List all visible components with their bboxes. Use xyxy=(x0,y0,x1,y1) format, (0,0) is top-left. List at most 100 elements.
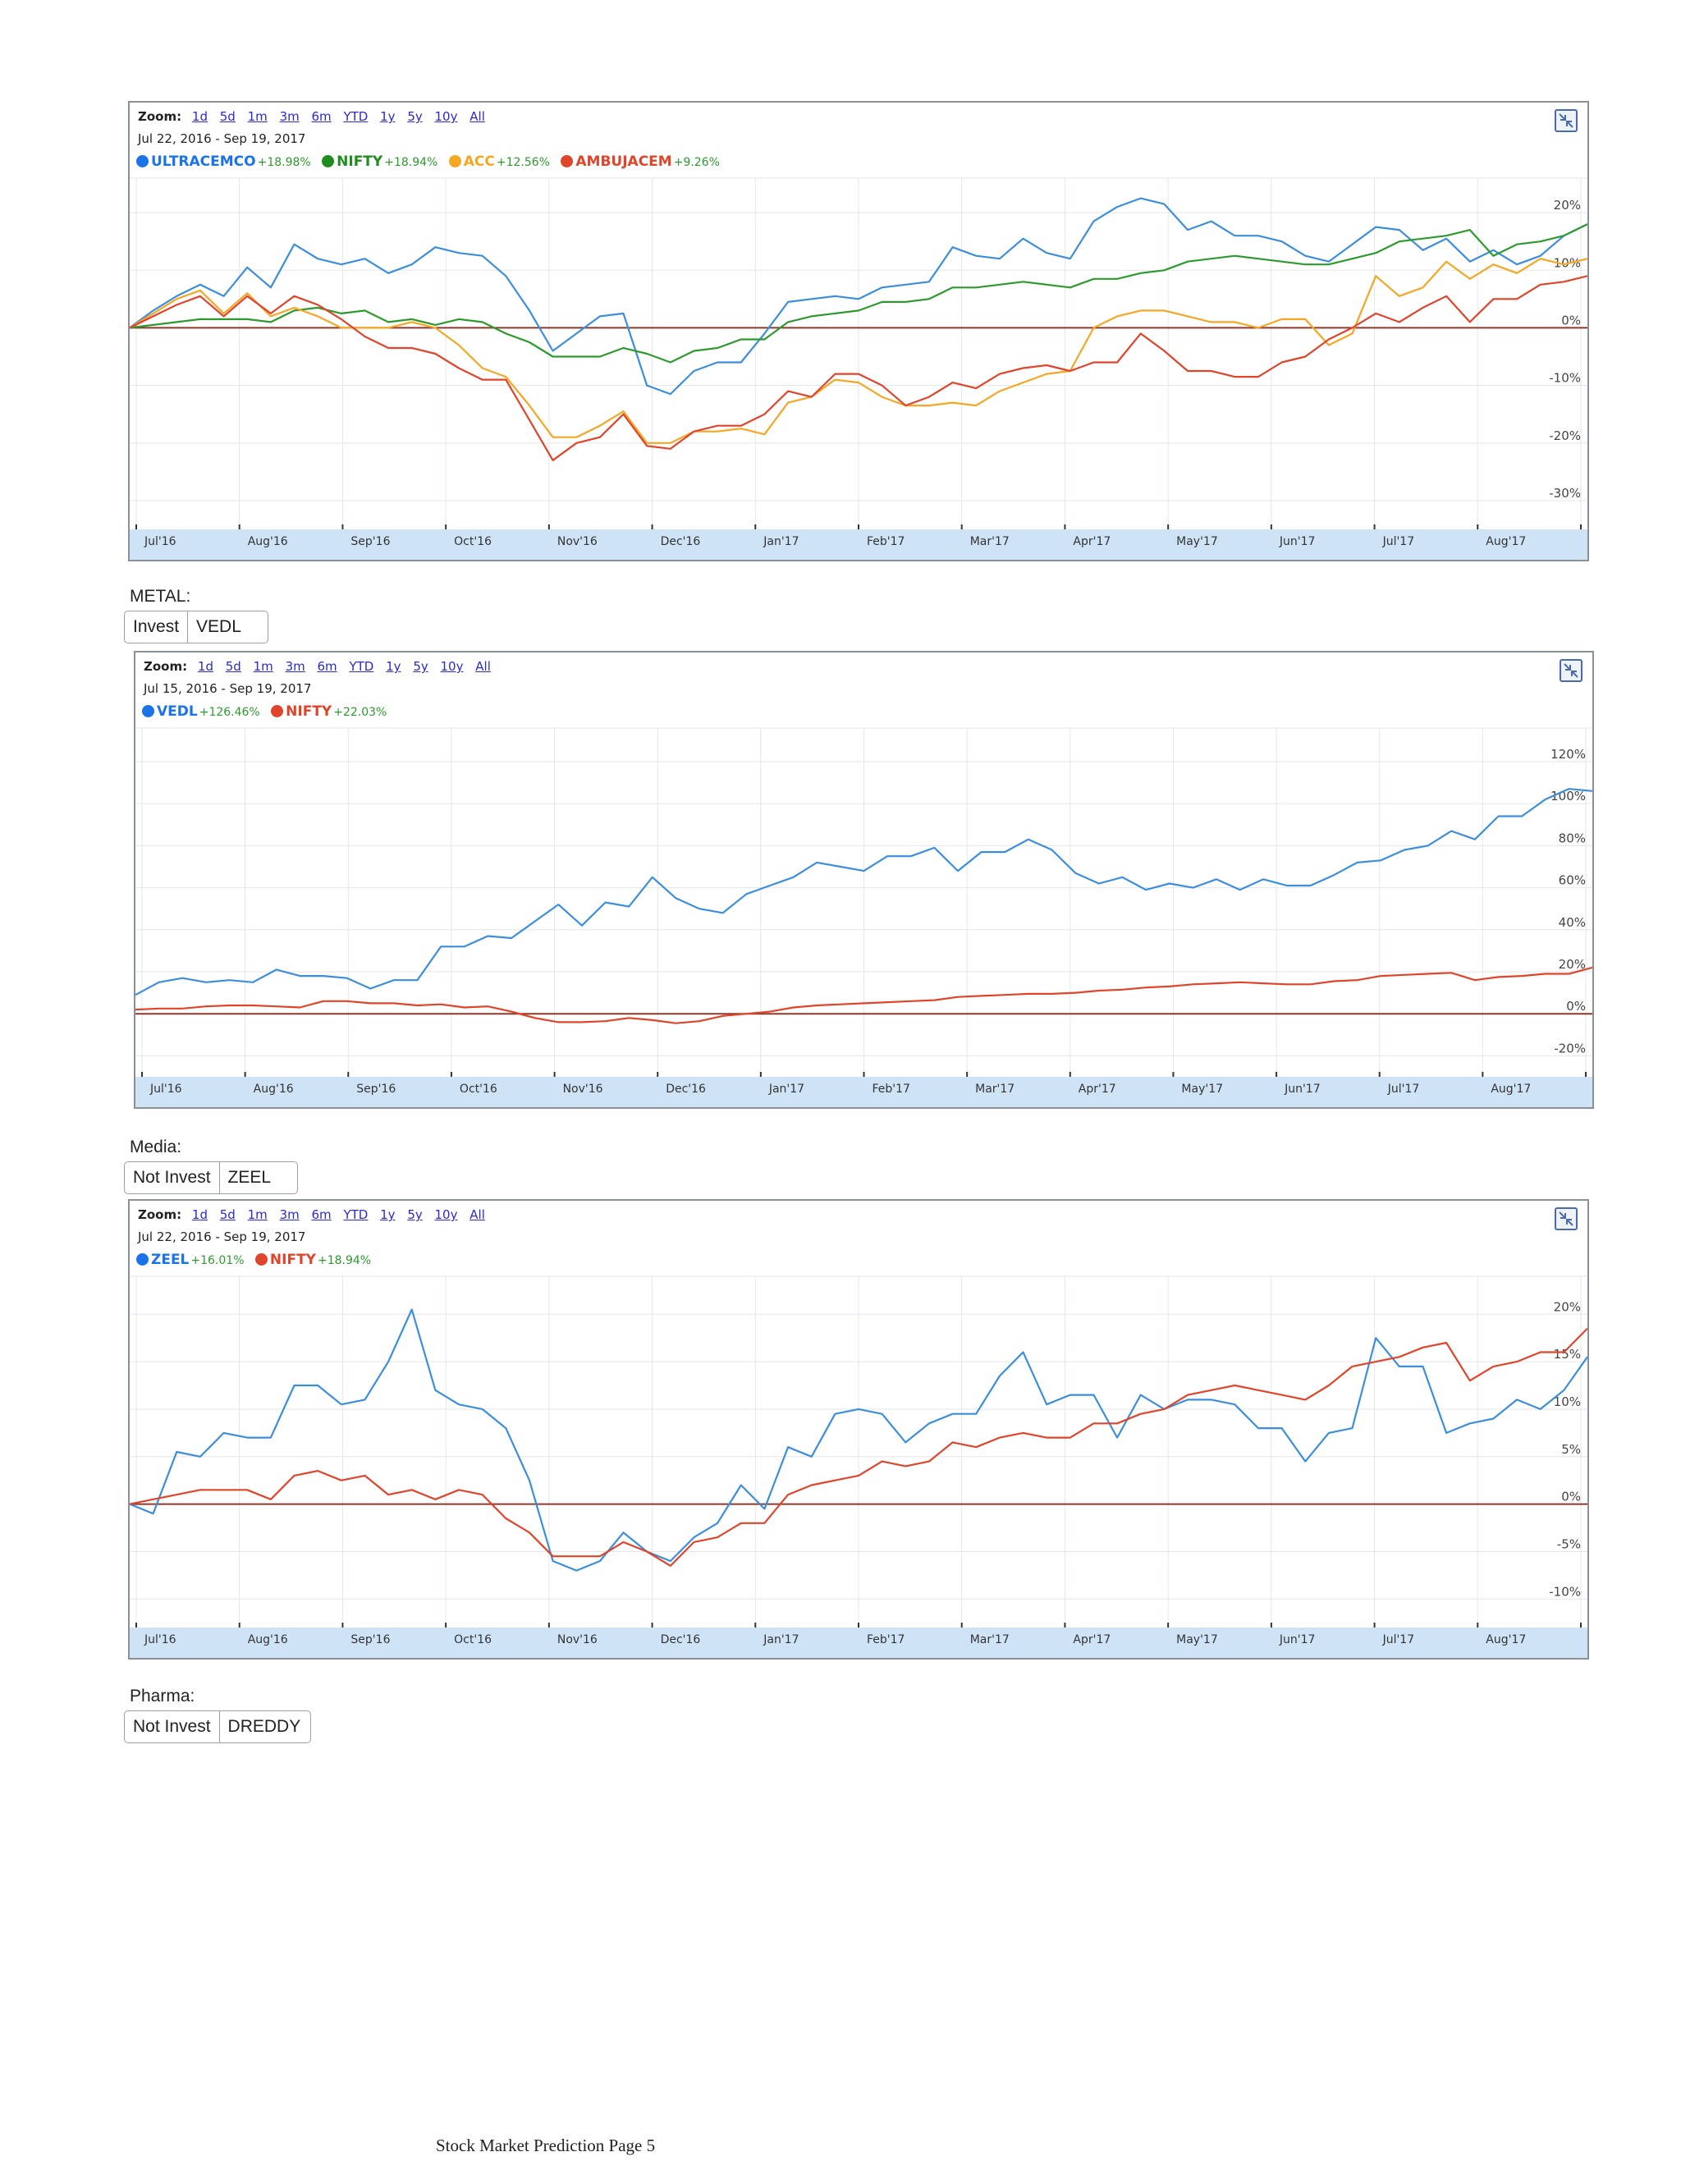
zoom-3m-link[interactable]: 3m xyxy=(285,659,305,674)
date-range: Jul 22, 2016 - Sep 19, 2017 xyxy=(138,1229,306,1244)
ticker-value: ZEEL xyxy=(218,1162,298,1193)
zoom-5d-link[interactable]: 5d xyxy=(219,1207,236,1222)
legend-item-nifty[interactable]: NIFTY +22.03% xyxy=(271,703,387,720)
series-line-ambujacem[interactable] xyxy=(130,275,1587,461)
zoom-bar: Zoom: 1d 5d 1m 3m 6m YTD 1y 5y 10y All xyxy=(138,1207,493,1222)
legend-item-ambujacem[interactable]: AMBUJACEM +9.26% xyxy=(561,153,720,170)
y-tick-label: 5% xyxy=(1561,1442,1581,1457)
x-tick-label: Jul'16 xyxy=(149,1083,182,1096)
y-tick-label: -5% xyxy=(1557,1536,1581,1551)
zoom-ytd-link[interactable]: YTD xyxy=(349,659,374,674)
x-tick-label: Aug'17 xyxy=(1491,1083,1531,1096)
legend-dot-icon xyxy=(271,705,284,717)
legend-series-name: ULTRACEMCO xyxy=(151,153,256,170)
chart-1: Jul'16 Aug'16 Sep'16 Oct'16 Nov'16 Dec'16 Jan'… xyxy=(128,101,1589,561)
chart-1-svg: Jul'16 Aug'16 Sep'16 Oct'16 Nov'16 Dec'16 Jan'… xyxy=(130,177,1587,560)
legend-item-vedl[interactable]: VEDL +126.46% xyxy=(142,703,260,720)
x-tick-label: Jul'16 xyxy=(144,1633,176,1646)
zoom-6m-link[interactable]: 6m xyxy=(311,1207,332,1222)
zoom-10y-link[interactable]: 10y xyxy=(434,109,458,124)
zoom-1y-link[interactable]: 1y xyxy=(380,1207,396,1222)
series-line-acc[interactable] xyxy=(130,258,1587,444)
chart-legend: ULTRACEMCO +18.98% NIFTY +18.94% ACC +12.56… xyxy=(136,153,726,170)
legend-item-nifty[interactable]: NIFTY +18.94% xyxy=(322,153,437,170)
legend-item-zeel[interactable]: ZEEL +16.01% xyxy=(136,1252,245,1268)
legend-item-acc[interactable]: ACC +12.56% xyxy=(448,153,550,170)
zoom-all-link[interactable]: All xyxy=(469,109,485,124)
legend-series-name: ZEEL xyxy=(151,1252,190,1268)
zoom-ytd-link[interactable]: YTD xyxy=(343,1207,369,1222)
legend-dot-icon xyxy=(142,705,154,717)
zoom-1d-link[interactable]: 1d xyxy=(197,659,213,674)
zoom-10y-link[interactable]: 10y xyxy=(440,659,464,674)
zoom-1d-link[interactable]: 1d xyxy=(191,109,208,124)
x-axis-band[interactable] xyxy=(130,1628,1587,1658)
decision-tag-pharma: Not Invest DREDDY xyxy=(124,1710,312,1743)
zoom-5y-link[interactable]: 5y xyxy=(413,659,428,674)
decision-tag-metal: Invest VEDL xyxy=(124,611,268,643)
y-tick-label: -10% xyxy=(1549,371,1581,386)
series-line-ultracemco[interactable] xyxy=(130,197,1587,396)
y-tick-label: 20% xyxy=(1554,198,1581,213)
zoom-3m-link[interactable]: 3m xyxy=(279,1207,300,1222)
zoom-1y-link[interactable]: 1y xyxy=(380,109,396,124)
zoom-5d-link[interactable]: 5d xyxy=(225,659,241,674)
legend-series-change: +126.46% xyxy=(199,706,260,719)
zoom-6m-link[interactable]: 6m xyxy=(317,659,337,674)
legend-series-change: +16.01% xyxy=(190,1254,245,1267)
series-line-nifty[interactable] xyxy=(130,223,1587,364)
collapse-icon[interactable] xyxy=(1560,659,1583,682)
zoom-ytd-link[interactable]: YTD xyxy=(343,109,369,124)
legend-item-nifty[interactable]: NIFTY +18.94% xyxy=(254,1252,372,1268)
zoom-5y-link[interactable]: 5y xyxy=(407,1207,423,1222)
y-tick-label: -20% xyxy=(1549,428,1581,443)
collapse-icon[interactable] xyxy=(1555,1207,1578,1230)
x-tick-label: Aug'16 xyxy=(254,1083,294,1096)
zoom-1m-link[interactable]: 1m xyxy=(247,1207,268,1222)
zoom-all-link[interactable]: All xyxy=(475,659,491,674)
y-tick-label: 100% xyxy=(1550,789,1586,804)
chart-3-svg: Jul'16 Aug'16 Sep'16 Oct'16 Nov'16 Dec'16 Jan'… xyxy=(130,1275,1587,1658)
x-tick-label: Jun'17 xyxy=(1279,535,1316,548)
legend-dot-icon xyxy=(322,155,335,167)
zoom-1d-link[interactable]: 1d xyxy=(191,1207,208,1222)
legend-series-name: VEDL xyxy=(157,703,198,720)
zoom-1m-link[interactable]: 1m xyxy=(247,109,268,124)
series-line-nifty[interactable] xyxy=(135,966,1592,1024)
legend-series-change: +22.03% xyxy=(333,706,387,719)
x-tick-label: Jun'17 xyxy=(1284,1083,1321,1096)
chart-legend: VEDL +126.46% NIFTY +22.03% xyxy=(142,703,393,720)
section-label-metal: METAL: xyxy=(130,587,191,606)
zoom-bar: Zoom: 1d 5d 1m 3m 6m YTD 1y 5y 10y All xyxy=(138,109,493,124)
zoom-all-link[interactable]: All xyxy=(469,1207,485,1222)
x-tick-label: Aug'17 xyxy=(1486,535,1526,548)
legend-series-change: +18.94% xyxy=(318,1254,372,1267)
x-tick-label: May'17 xyxy=(1181,1083,1223,1096)
zoom-bar: Zoom: 1d 5d 1m 3m 6m YTD 1y 5y 10y All xyxy=(144,659,499,674)
collapse-icon[interactable] xyxy=(1555,109,1578,132)
series-line-nifty[interactable] xyxy=(130,1327,1587,1567)
zoom-3m-link[interactable]: 3m xyxy=(279,109,300,124)
y-tick-label: 60% xyxy=(1559,873,1586,888)
zoom-6m-link[interactable]: 6m xyxy=(311,109,332,124)
series-line-vedl[interactable] xyxy=(135,788,1592,996)
x-tick-label: May'17 xyxy=(1176,535,1218,548)
ticker-value: DREDDY xyxy=(218,1711,311,1742)
zoom-1m-link[interactable]: 1m xyxy=(253,659,273,674)
x-axis-band[interactable] xyxy=(135,1077,1592,1107)
zoom-10y-link[interactable]: 10y xyxy=(434,1207,458,1222)
legend-series-name: ACC xyxy=(463,153,495,170)
x-tick-label: Jun'17 xyxy=(1279,1633,1316,1646)
legend-dot-icon xyxy=(254,1253,268,1266)
legend-item-ultracemco[interactable]: ULTRACEMCO +18.98% xyxy=(136,153,311,170)
x-tick-label: Feb'17 xyxy=(873,1083,910,1096)
zoom-5d-link[interactable]: 5d xyxy=(219,109,236,124)
x-tick-label: Apr'17 xyxy=(1073,535,1111,548)
chart-2: Jul'16 Aug'16 Sep'16 Oct'16 Nov'16 Dec'16 Jan'… xyxy=(134,651,1594,1109)
zoom-1y-link[interactable]: 1y xyxy=(386,659,401,674)
zoom-5y-link[interactable]: 5y xyxy=(407,109,423,124)
x-axis-band[interactable] xyxy=(130,529,1587,560)
legend-series-name: NIFTY xyxy=(337,153,383,170)
series-line-zeel[interactable] xyxy=(130,1308,1587,1572)
y-tick-label: 0% xyxy=(1561,313,1581,327)
